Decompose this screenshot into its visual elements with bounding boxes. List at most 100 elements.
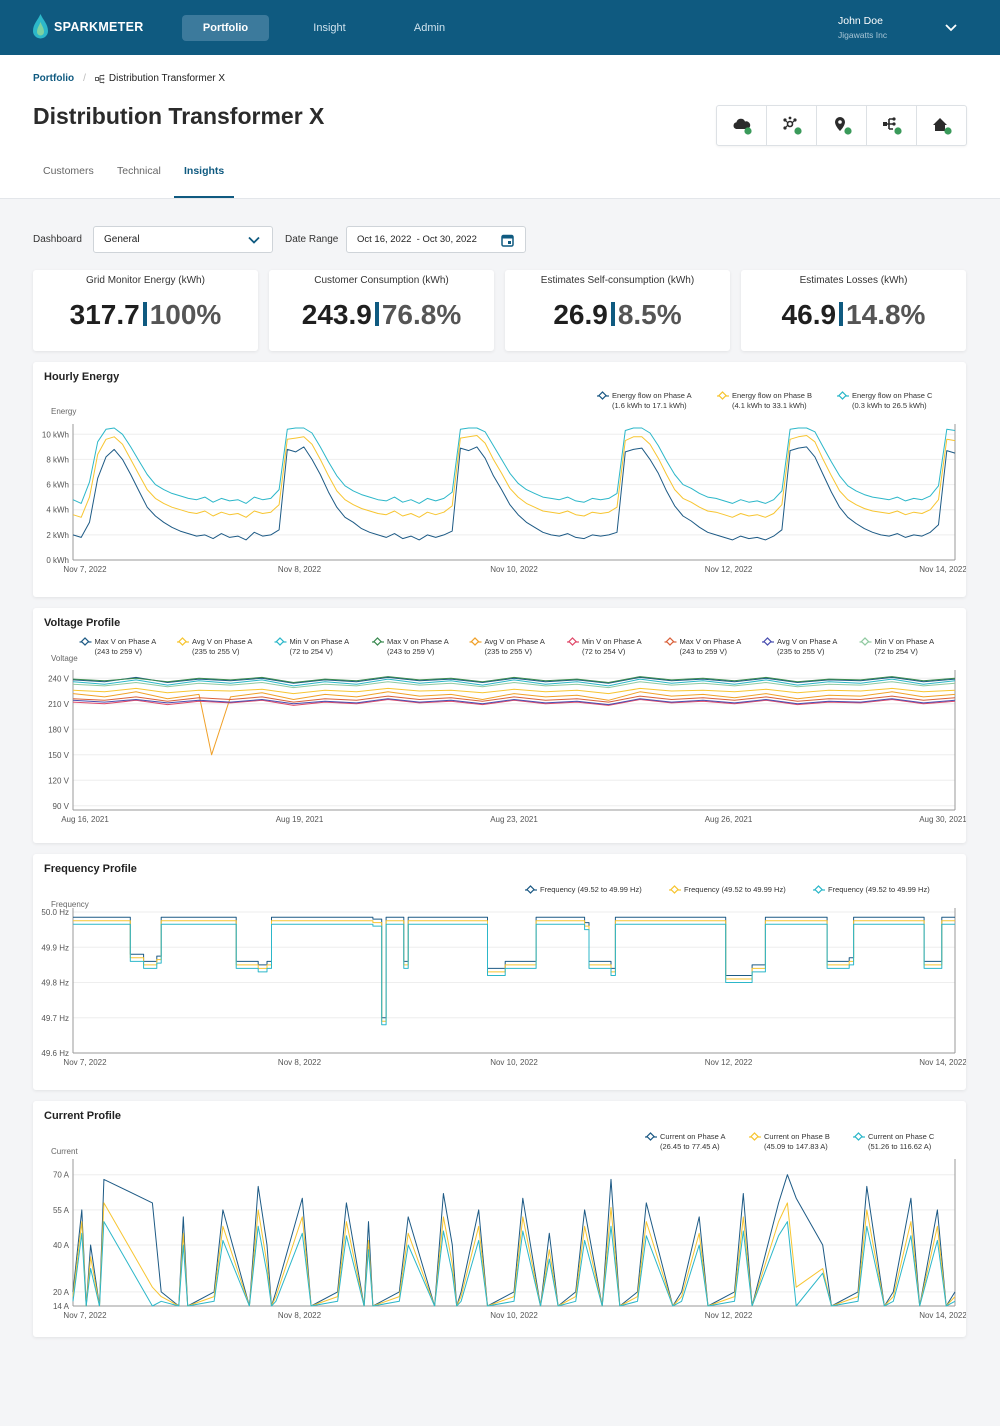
legend-item[interactable]: Min V on Phase A(72 to 254 V) <box>859 637 935 656</box>
y-tick-label: 70 A <box>53 1171 70 1180</box>
y-tick-label: 0 kWh <box>46 556 69 565</box>
x-tick-label: Aug 30, 2021 <box>919 815 966 824</box>
x-tick-label: Aug 23, 2021 <box>490 815 538 824</box>
y-tick-label: 8 kWh <box>46 455 69 464</box>
y-axis-label: Energy <box>51 407 76 416</box>
breadcrumb-root[interactable]: Portfolio <box>33 73 75 84</box>
kpi-title: Customer Consumption (kWh) <box>314 275 449 286</box>
legend-item[interactable]: Avg V on Phase A(235 to 255 V) <box>762 637 837 656</box>
legend-range: (4.1 kWh to 33.1 kWh) <box>732 401 807 410</box>
cloud-icon <box>733 118 752 135</box>
y-tick-label: 49.7 Hz <box>41 1014 69 1023</box>
legend-label: Min V on Phase A <box>290 637 350 646</box>
series-line <box>72 446 956 541</box>
legend-item[interactable]: Min V on Phase A(72 to 254 V) <box>274 637 350 656</box>
kpi-value: 26.9 <box>553 299 608 330</box>
series-line <box>72 1221 956 1307</box>
legend-item[interactable]: Max V on Phase A(243 to 259 V) <box>372 637 449 656</box>
dashboard-select[interactable]: General <box>93 226 273 253</box>
series-line <box>73 923 955 1026</box>
x-tick-label: Aug 19, 2021 <box>276 815 324 824</box>
legend-item[interactable]: Energy flow on Phase B(4.1 kWh to 33.1 k… <box>717 391 812 410</box>
flame-icon <box>33 14 48 39</box>
y-tick-label: 40 A <box>53 1241 70 1250</box>
legend-item[interactable]: Min V on Phase A(72 to 254 V) <box>567 637 642 656</box>
y-tick-label: 4 kWh <box>46 506 69 515</box>
legend-marker <box>80 637 90 646</box>
voltage-profile-chart[interactable]: Voltage 90 V 120 V 150 V 180 V 210 V 240 V Aug … <box>33 608 966 843</box>
home-button[interactable] <box>917 106 966 145</box>
series-line <box>72 699 956 706</box>
kpi-percent: 8.5% <box>617 299 682 330</box>
legend-range: (235 to 255 V) <box>485 647 533 656</box>
y-tick-label: 20 A <box>53 1288 70 1297</box>
network-button[interactable] <box>767 106 817 145</box>
top-navbar: SPARKMETER Portfolio Insight Admin John … <box>0 0 1000 55</box>
nav-tab-portfolio[interactable]: Portfolio <box>182 15 269 41</box>
legend-item[interactable]: Frequency (49.52 to 49.99 Hz) <box>669 885 786 894</box>
legend-marker <box>750 1132 759 1141</box>
x-tick-label: Nov 7, 2022 <box>63 1058 107 1067</box>
legend-item[interactable]: Avg V on Phase A(235 to 255 V) <box>177 637 252 656</box>
tab-insights[interactable]: Insights <box>184 165 225 177</box>
legend-item[interactable]: Avg V on Phase A(235 to 255 V) <box>469 637 545 656</box>
chart-title: Frequency Profile <box>44 863 137 875</box>
series-line <box>72 678 956 687</box>
brand-logo[interactable]: SPARKMETER <box>33 14 144 40</box>
legend-item[interactable]: Max V on Phase A(243 to 259 V) <box>664 637 742 656</box>
kpi-card-losses: Estimates Losses (kWh) 46.9 14.8% <box>741 270 966 351</box>
tab-technical[interactable]: Technical <box>117 165 161 177</box>
legend-item[interactable]: Frequency (49.52 to 49.99 Hz) <box>813 885 930 894</box>
legend-label: Max V on Phase A <box>387 637 449 646</box>
y-tick-label: 210 V <box>48 700 70 709</box>
y-axis-label: Frequency <box>51 900 89 909</box>
legend-marker <box>568 637 577 646</box>
y-axis-label: Current <box>51 1147 78 1156</box>
user-name[interactable]: John Doe <box>838 15 883 27</box>
kpi-value: 317.7 <box>69 299 140 330</box>
legend-label: Avg V on Phase A <box>485 637 545 646</box>
legend-item[interactable]: Frequency (49.52 to 49.99 Hz) <box>525 885 642 894</box>
transformer-button[interactable] <box>867 106 917 145</box>
legend-range: (235 to 255 V) <box>777 647 825 656</box>
current-profile-chart[interactable]: Current 14 A 20 A 40 A 55 A 70 A Nov 7, 2022 No… <box>33 1101 966 1337</box>
voltage-profile-card: Voltage Profile Voltage 90 V 120 V 150 V 180… <box>33 608 966 843</box>
date-range-picker[interactable]: Oct 16, 2022 - Oct 30, 2022 <box>346 226 526 253</box>
nav-tab-admin[interactable]: Admin <box>413 22 446 34</box>
legend-item[interactable]: Max V on Phase A(243 to 259 V) <box>79 637 157 656</box>
x-tick-label: Aug 16, 2021 <box>61 815 109 824</box>
network-icon <box>782 116 802 135</box>
dashboard-label: Dashboard <box>33 234 82 245</box>
hourly-energy-chart[interactable]: Energy 0 kWh 2 kWh 4 kWh 6 kWh 8 kWh 10 kWh Nov… <box>33 362 966 597</box>
location-button[interactable] <box>817 106 867 145</box>
series-line <box>72 695 956 703</box>
series-line <box>73 920 955 1022</box>
series-line <box>73 916 955 1019</box>
breadcrumb: Portfolio / Distribution Transformer X <box>33 73 225 84</box>
nav-tab-insight[interactable]: Insight <box>313 22 346 34</box>
legend-label: Max V on Phase A <box>680 637 742 646</box>
legend-label: Avg V on Phase A <box>777 637 837 646</box>
legend-range: (26.45 to 77.45 A) <box>660 1142 720 1151</box>
x-tick-label: Nov 7, 2022 <box>63 565 107 574</box>
legend-item[interactable]: Current on Phase B(45.09 to 147.83 A) <box>749 1132 830 1151</box>
legend-item[interactable]: Energy flow on Phase C(0.3 kWh to 26.5 k… <box>837 391 933 410</box>
x-tick-label: Nov 12, 2022 <box>705 1058 753 1067</box>
cloud-button[interactable] <box>717 106 767 145</box>
legend-range: (235 to 255 V) <box>192 647 240 656</box>
y-tick-label: 180 V <box>48 725 70 734</box>
legend-marker <box>860 637 870 646</box>
legend-item[interactable]: Energy flow on Phase A(1.6 kWh to 17.1 k… <box>597 391 692 410</box>
y-tick-label: 14 A <box>53 1302 70 1311</box>
legend-label: Energy flow on Phase B <box>732 391 812 400</box>
x-tick-label: Nov 12, 2022 <box>705 1311 753 1320</box>
tab-customers[interactable]: Customers <box>43 165 94 177</box>
kpi-title: Estimates Losses (kWh) <box>799 275 908 286</box>
active-tab-indicator <box>174 196 234 198</box>
frequency-profile-chart[interactable]: Frequency 49.6 Hz 49.7 Hz 49.8 Hz 49.9 Hz 50.… <box>33 854 966 1090</box>
chevron-down-icon[interactable] <box>944 22 958 34</box>
kpi-card-self-consumption: Estimates Self-consumption (kWh) 26.9 8.5… <box>505 270 730 351</box>
legend-item[interactable]: Current on Phase C(51.26 to 116.62 A) <box>853 1132 935 1151</box>
legend-item[interactable]: Current on Phase A(26.45 to 77.45 A) <box>645 1132 725 1151</box>
x-tick-label: Nov 12, 2022 <box>705 565 753 574</box>
